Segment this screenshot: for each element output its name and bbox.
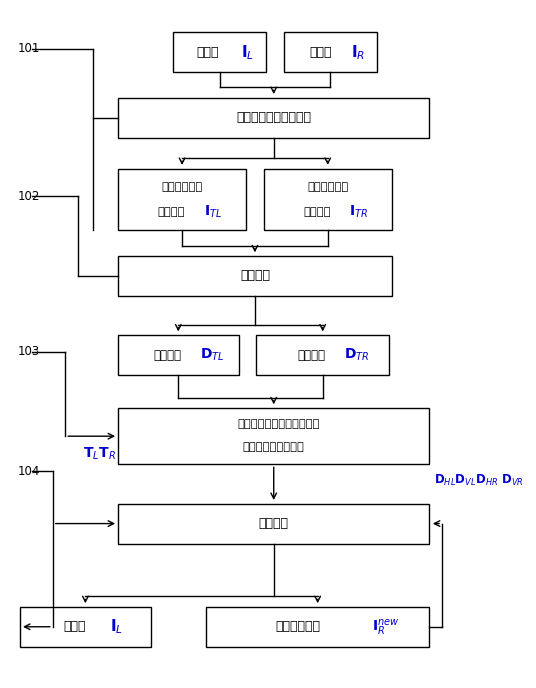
Text: 102: 102 [18, 190, 40, 202]
Bar [118, 408, 429, 464]
Text: $\mathbf{D}_{TL}$: $\mathbf{D}_{TL}$ [200, 347, 225, 363]
Text: 103: 103 [18, 345, 40, 358]
Text: $\mathbf{I}_{TR}$: $\mathbf{I}_{TR}$ [349, 204, 368, 220]
Bar [206, 607, 429, 647]
Text: 104: 104 [18, 465, 40, 477]
Text: $\mathbf{I}_R^{new}$: $\mathbf{I}_R^{new}$ [372, 618, 399, 638]
Text: 合成的右视图: 合成的右视图 [275, 621, 320, 633]
Bar [256, 335, 389, 375]
Bar [284, 32, 377, 72]
Text: $\mathbf{I}_L$: $\mathbf{I}_L$ [241, 43, 254, 62]
Text: 左视图: 左视图 [196, 46, 219, 58]
Text: $\mathbf{D}_{TR}$: $\mathbf{D}_{TR}$ [344, 347, 370, 363]
Text: $\mathbf{T}_L\mathbf{T}_R$: $\mathbf{T}_L\mathbf{T}_R$ [83, 445, 116, 462]
Text: $\mathbf{D}_{HL}\mathbf{D}_{VL}\mathbf{D}_{HR}\ \mathbf{D}_{VR}$: $\mathbf{D}_{HL}\mathbf{D}_{VL}\mathbf{D… [435, 473, 524, 488]
Bar [264, 169, 392, 230]
Text: 101: 101 [18, 43, 40, 55]
Bar [118, 98, 429, 138]
Bar [20, 607, 151, 647]
Text: 视点合成: 视点合成 [259, 517, 289, 530]
Text: 的左视图: 的左视图 [157, 207, 185, 217]
Text: 经过初始校正: 经过初始校正 [307, 182, 348, 192]
Text: 右视差图: 右视差图 [297, 349, 326, 361]
Text: $\mathbf{I}_L$: $\mathbf{I}_L$ [110, 617, 123, 636]
Text: 的右视图: 的右视图 [303, 207, 330, 217]
Text: $\mathbf{I}_R$: $\mathbf{I}_R$ [351, 43, 365, 62]
Text: 左视差图: 左视差图 [153, 349, 181, 361]
Bar [118, 335, 239, 375]
Bar [118, 169, 246, 230]
Text: $\mathbf{I}_{TL}$: $\mathbf{I}_{TL}$ [204, 204, 222, 220]
Text: 计算左视图和右视图的水平: 计算左视图和右视图的水平 [237, 419, 320, 429]
Text: 立体匹配: 立体匹配 [240, 270, 270, 282]
Text: 左视图: 左视图 [63, 621, 86, 633]
Text: 经过初始校正: 经过初始校正 [161, 182, 203, 192]
Bar [118, 504, 429, 544]
Text: 视差图和垂直视差图: 视差图和垂直视差图 [243, 442, 304, 452]
Text: 传统方式的外极线校正: 传统方式的外极线校正 [236, 111, 311, 124]
Bar [118, 256, 392, 296]
Text: 右视图: 右视图 [309, 46, 331, 58]
Bar [173, 32, 266, 72]
